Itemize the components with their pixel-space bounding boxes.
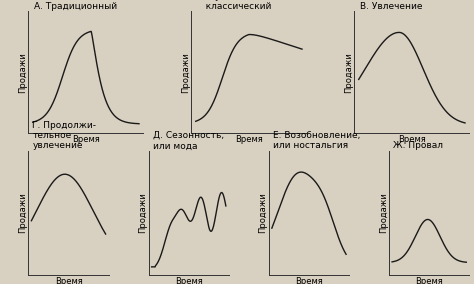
Y-axis label: Продажи: Продажи	[181, 52, 190, 93]
X-axis label: Время: Время	[175, 277, 202, 284]
Text: Д. Сезонность,
или мода: Д. Сезонность, или мода	[153, 131, 224, 151]
X-axis label: Время: Время	[72, 135, 100, 144]
Y-axis label: Продажи: Продажи	[18, 52, 27, 93]
Text: Ж. Провал: Ж. Провал	[393, 141, 443, 151]
Text: В. Увлечение: В. Увлечение	[360, 2, 423, 11]
X-axis label: Время: Время	[398, 135, 426, 144]
X-axis label: Время: Время	[235, 135, 263, 144]
Y-axis label: Продажи: Продажи	[18, 193, 27, 233]
Y-axis label: Продажи: Продажи	[344, 52, 353, 93]
Y-axis label: Продажи: Продажи	[258, 193, 267, 233]
X-axis label: Время: Время	[415, 277, 443, 284]
X-axis label: Время: Время	[55, 277, 82, 284]
X-axis label: Время: Время	[295, 277, 323, 284]
Y-axis label: Продажи: Продажи	[379, 193, 388, 233]
Text: Г. Продолжи-
тельное
увлечение: Г. Продолжи- тельное увлечение	[32, 121, 96, 151]
Y-axis label: Продажи: Продажи	[138, 193, 147, 233]
Text: А. Традиционный: А. Традиционный	[34, 2, 117, 11]
Text: Б. Бум, или
   классический: Б. Бум, или классический	[197, 0, 272, 11]
Text: Е. Возобновление,
или ностальгия: Е. Возобновление, или ностальгия	[273, 131, 360, 151]
